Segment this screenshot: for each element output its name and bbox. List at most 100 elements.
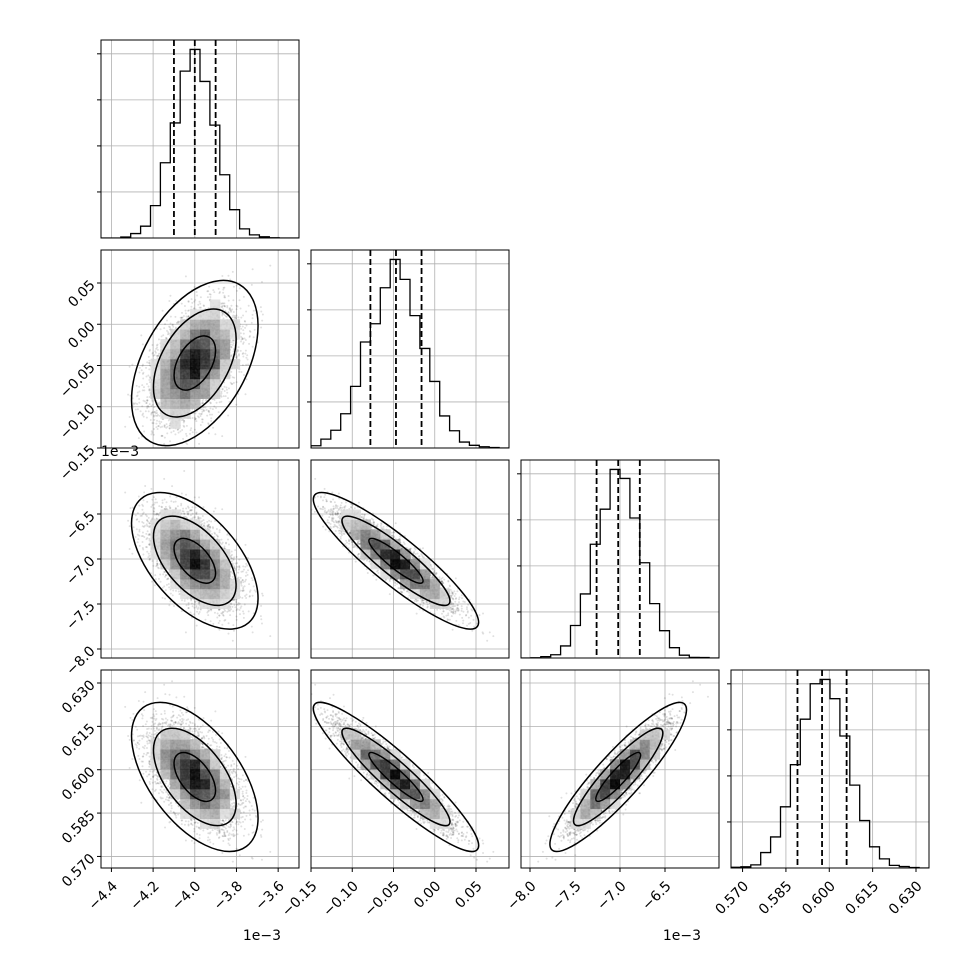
scatter-point bbox=[140, 334, 143, 337]
scatter-point bbox=[154, 412, 157, 415]
scatter-point bbox=[240, 316, 243, 319]
scatter-point bbox=[131, 363, 134, 366]
scatter-point bbox=[177, 320, 180, 323]
scatter-point bbox=[180, 419, 183, 422]
scatter-point bbox=[242, 341, 245, 344]
scatter-point bbox=[235, 356, 238, 359]
scatter-point bbox=[235, 304, 238, 307]
scatter-point bbox=[148, 361, 151, 364]
scatter-point bbox=[142, 399, 145, 402]
scatter-point bbox=[182, 418, 185, 421]
scatter-point bbox=[235, 314, 238, 317]
scatter-point bbox=[155, 347, 158, 350]
scatter-point bbox=[231, 382, 234, 385]
scatter-point bbox=[240, 371, 243, 374]
scatter-point bbox=[146, 405, 149, 408]
scatter-point bbox=[199, 414, 202, 417]
scatter-point bbox=[206, 296, 209, 299]
scatter-point bbox=[156, 343, 159, 346]
scatter-point bbox=[224, 309, 227, 312]
scatter-point bbox=[187, 300, 190, 303]
scatter-point bbox=[221, 387, 224, 390]
scatter-point bbox=[200, 418, 203, 421]
scatter-point bbox=[185, 434, 188, 437]
scatter-point bbox=[200, 408, 203, 411]
scatter-point bbox=[156, 419, 159, 422]
scatter-point bbox=[175, 300, 178, 303]
scatter-point bbox=[194, 298, 197, 301]
scatter-point bbox=[215, 401, 218, 404]
scatter-point bbox=[186, 443, 189, 446]
scatter-point bbox=[146, 396, 149, 399]
scatter-point bbox=[156, 354, 159, 357]
scatter-point bbox=[160, 335, 163, 338]
scatter-point bbox=[162, 334, 165, 337]
scatter-point bbox=[168, 325, 171, 328]
scatter-point bbox=[168, 332, 171, 335]
scatter-point bbox=[244, 320, 247, 323]
scatter-point bbox=[210, 417, 213, 420]
scatter-point bbox=[168, 427, 171, 430]
scatter-point bbox=[153, 406, 156, 409]
scatter-point bbox=[218, 401, 221, 404]
scatter-point bbox=[207, 290, 210, 293]
scatter-point bbox=[193, 418, 196, 421]
axes-frame bbox=[100, 39, 300, 239]
panel-1-0: −0.15−0.10−0.050.000.05 bbox=[57, 249, 300, 484]
scatter-point bbox=[202, 454, 204, 456]
scatter-point bbox=[193, 300, 196, 303]
scatter-point bbox=[151, 411, 154, 414]
scatter-point bbox=[260, 281, 263, 284]
scatter-point bbox=[148, 381, 151, 384]
scatter-point bbox=[150, 433, 153, 436]
scatter-point bbox=[141, 343, 144, 346]
scatter-point bbox=[223, 314, 226, 317]
scatter-point bbox=[251, 268, 254, 271]
scatter-point bbox=[161, 435, 164, 438]
scatter-point bbox=[196, 415, 199, 418]
scatter-point bbox=[146, 361, 149, 364]
scatter-point bbox=[245, 363, 248, 366]
scatter-point bbox=[156, 348, 159, 351]
scatter-point bbox=[146, 399, 149, 402]
scatter-point bbox=[177, 431, 180, 434]
scatter-point bbox=[190, 427, 193, 430]
scatter-point bbox=[179, 457, 181, 459]
scatter-point bbox=[147, 385, 150, 388]
scatter-point bbox=[151, 403, 154, 406]
scatter-point bbox=[232, 342, 235, 345]
scatter-point bbox=[185, 441, 188, 444]
scatter-point bbox=[217, 287, 220, 290]
scatter-point bbox=[207, 409, 210, 412]
scatter-point bbox=[181, 428, 184, 431]
scatter-point bbox=[157, 424, 160, 427]
scatter-point bbox=[165, 426, 168, 429]
scatter-point bbox=[205, 408, 208, 411]
scatter-point bbox=[165, 319, 168, 322]
scatter-point bbox=[222, 291, 225, 294]
scatter-point bbox=[224, 305, 227, 308]
scatter-point bbox=[238, 353, 241, 356]
scatter-point bbox=[141, 384, 144, 387]
scatter-point bbox=[176, 428, 179, 431]
scatter-point bbox=[243, 320, 246, 323]
scatter-point bbox=[151, 399, 154, 402]
scatter-point bbox=[183, 305, 186, 308]
scatter-point bbox=[243, 337, 246, 340]
scatter-point bbox=[237, 346, 240, 349]
scatter-point bbox=[229, 343, 232, 346]
scatter-point bbox=[163, 436, 166, 439]
scatter-point bbox=[151, 352, 154, 355]
scatter-point bbox=[163, 424, 166, 427]
scatter-point bbox=[191, 431, 194, 434]
scatter-point bbox=[159, 328, 162, 331]
scatter-point bbox=[141, 389, 144, 392]
scatter-point bbox=[174, 315, 177, 318]
scatter-point bbox=[177, 321, 180, 324]
scatter-point bbox=[141, 405, 144, 408]
scatter-point bbox=[145, 401, 148, 404]
scatter-point bbox=[138, 401, 141, 404]
scatter-point bbox=[195, 431, 198, 434]
scatter-point bbox=[241, 325, 244, 328]
scatter-point bbox=[150, 430, 153, 433]
